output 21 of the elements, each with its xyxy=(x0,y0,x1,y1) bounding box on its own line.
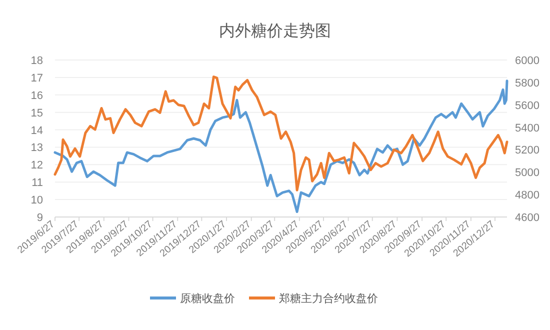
y-tick-label: 11 xyxy=(32,177,43,190)
y-tick-label: 16 xyxy=(30,90,43,102)
y2-tick-label: 4600 xyxy=(515,212,540,224)
y-tick-label: 15 xyxy=(30,107,43,120)
legend-label: 郑糖主力合约收盘价 xyxy=(279,292,378,305)
y-tick-label: 17 xyxy=(30,72,43,84)
y2-tick-label: 5200 xyxy=(515,144,540,157)
y2-tick-label: 5600 xyxy=(515,100,540,112)
y-tick-label: 12 xyxy=(30,160,43,172)
y-tick-label: 10 xyxy=(30,194,43,207)
y-tick-label: 14 xyxy=(30,124,43,137)
chart-title: 内外糖价走势图 xyxy=(219,22,331,40)
y-tick-label: 13 xyxy=(30,142,43,154)
y2-tick-label: 5800 xyxy=(515,77,540,90)
y-tick-label: 18 xyxy=(30,55,43,67)
legend-label: 原糖收盘价 xyxy=(180,292,235,305)
y2-tick-label: 5000 xyxy=(515,167,540,180)
y2-tick-label: 6000 xyxy=(515,55,540,67)
y2-tick-label: 4800 xyxy=(515,190,540,202)
y-tick-label: 9 xyxy=(36,212,43,224)
y2-tick-label: 5400 xyxy=(515,122,540,134)
